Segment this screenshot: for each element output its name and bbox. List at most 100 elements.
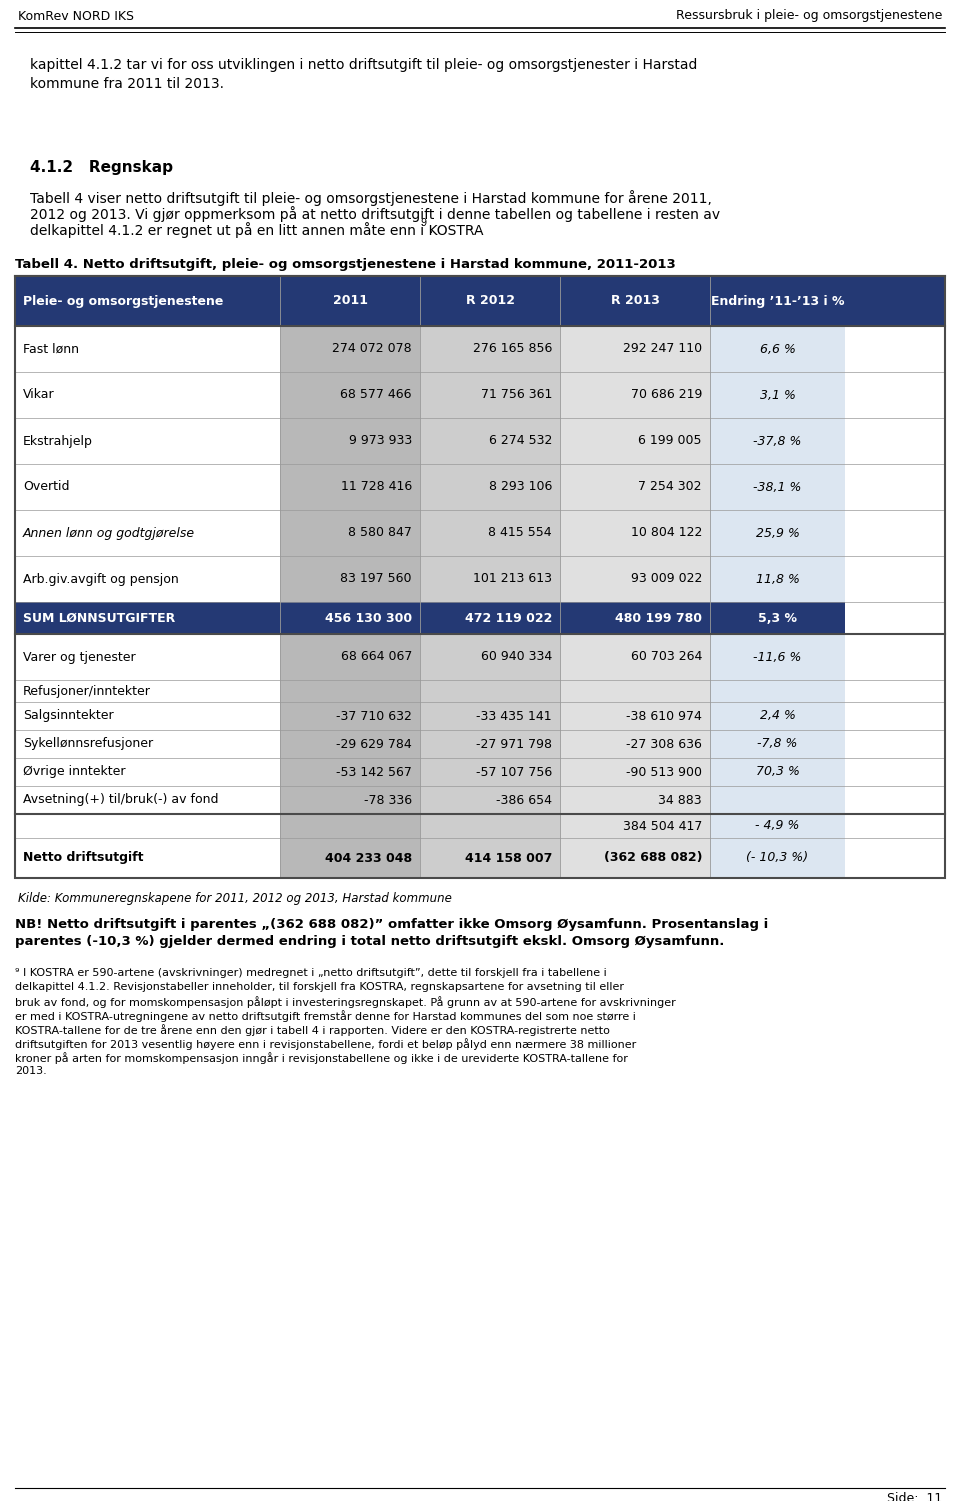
- Text: er med i KOSTRA-utregningene av netto driftsutgift fremstår denne for Harstad ko: er med i KOSTRA-utregningene av netto dr…: [15, 1010, 636, 1022]
- Bar: [280, 729, 420, 758]
- Text: 292 247 110: 292 247 110: [623, 342, 702, 356]
- Bar: [15, 633, 280, 680]
- Text: Endring ’11-’13 i %: Endring ’11-’13 i %: [710, 294, 844, 308]
- Text: -38 610 974: -38 610 974: [626, 710, 702, 722]
- Text: 472 119 022: 472 119 022: [465, 611, 552, 624]
- Text: -27 971 798: -27 971 798: [476, 737, 552, 750]
- Text: -11,6 %: -11,6 %: [754, 650, 802, 663]
- Text: parentes (-10,3 %) gjelder dermed endring i total netto driftsutgift ekskl. Omso: parentes (-10,3 %) gjelder dermed endrin…: [15, 935, 725, 949]
- Bar: [560, 814, 710, 838]
- Text: Vikar: Vikar: [23, 389, 55, 401]
- Bar: [280, 417, 420, 464]
- Bar: [15, 729, 280, 758]
- Bar: [280, 464, 420, 510]
- Text: 3,1 %: 3,1 %: [759, 389, 796, 401]
- Bar: [560, 326, 710, 372]
- Text: R 2013: R 2013: [611, 294, 660, 308]
- Bar: [710, 702, 845, 729]
- Bar: [280, 758, 420, 787]
- Text: NB! Netto driftsutgift i parentes „(362 688 082)” omfatter ikke Omsorg Øysamfunn: NB! Netto driftsutgift i parentes „(362 …: [15, 919, 768, 931]
- Text: -53 142 567: -53 142 567: [336, 766, 412, 779]
- Text: Kilde: Kommuneregnskapene for 2011, 2012 og 2013, Harstad kommune: Kilde: Kommuneregnskapene for 2011, 2012…: [18, 892, 452, 905]
- Text: bruk av fond, og for momskompensasjon påløpt i investeringsregnskapet. På grunn : bruk av fond, og for momskompensasjon på…: [15, 997, 676, 1007]
- Bar: [15, 326, 280, 372]
- Bar: [15, 680, 280, 702]
- Text: 93 009 022: 93 009 022: [631, 572, 702, 585]
- Bar: [280, 680, 420, 702]
- Text: Tabell 4 viser netto driftsutgift til pleie- og omsorgstjenestene i Harstad komm: Tabell 4 viser netto driftsutgift til pl…: [30, 191, 712, 206]
- Text: ⁹ I KOSTRA er 590-artene (avskrivninger) medregnet i „netto driftsutgift”, dette: ⁹ I KOSTRA er 590-artene (avskrivninger)…: [15, 968, 607, 979]
- Bar: [560, 702, 710, 729]
- Bar: [710, 372, 845, 417]
- Text: 70 686 219: 70 686 219: [631, 389, 702, 401]
- Text: 70,3 %: 70,3 %: [756, 766, 800, 779]
- Text: 71 756 361: 71 756 361: [481, 389, 552, 401]
- Text: 2012 og 2013. Vi gjør oppmerksom på at netto driftsutgift i denne tabellen og ta: 2012 og 2013. Vi gjør oppmerksom på at n…: [30, 206, 720, 222]
- Text: (362 688 082): (362 688 082): [604, 851, 702, 865]
- Bar: [280, 602, 420, 633]
- Text: -90 513 900: -90 513 900: [626, 766, 702, 779]
- Text: Tabell 4. Netto driftsutgift, pleie- og omsorgstjenestene i Harstad kommune, 201: Tabell 4. Netto driftsutgift, pleie- og …: [15, 258, 676, 272]
- Text: 68 577 466: 68 577 466: [341, 389, 412, 401]
- Bar: [560, 729, 710, 758]
- Text: 2013.: 2013.: [15, 1066, 47, 1076]
- Text: 101 213 613: 101 213 613: [473, 572, 552, 585]
- Bar: [560, 758, 710, 787]
- Bar: [710, 758, 845, 787]
- Text: -27 308 636: -27 308 636: [626, 737, 702, 750]
- Text: -37 710 632: -37 710 632: [336, 710, 412, 722]
- Bar: [420, 555, 560, 602]
- Bar: [710, 602, 845, 633]
- Text: -37,8 %: -37,8 %: [754, 434, 802, 447]
- Bar: [15, 838, 280, 878]
- Bar: [420, 787, 560, 814]
- Text: 5,3 %: 5,3 %: [758, 611, 797, 624]
- Text: 480 199 780: 480 199 780: [615, 611, 702, 624]
- Bar: [710, 417, 845, 464]
- Text: Fast lønn: Fast lønn: [23, 342, 79, 356]
- Text: Netto driftsutgift: Netto driftsutgift: [23, 851, 143, 865]
- Text: 83 197 560: 83 197 560: [341, 572, 412, 585]
- Bar: [710, 555, 845, 602]
- Text: R 2012: R 2012: [466, 294, 515, 308]
- Text: 6 274 532: 6 274 532: [489, 434, 552, 447]
- Bar: [710, 326, 845, 372]
- Bar: [280, 510, 420, 555]
- Bar: [420, 814, 560, 838]
- Text: 2011: 2011: [332, 294, 368, 308]
- Text: (- 10,3 %): (- 10,3 %): [747, 851, 808, 865]
- Bar: [560, 372, 710, 417]
- Text: -38,1 %: -38,1 %: [754, 480, 802, 494]
- Bar: [15, 276, 945, 326]
- Bar: [15, 555, 280, 602]
- Text: 60 940 334: 60 940 334: [481, 650, 552, 663]
- Bar: [15, 417, 280, 464]
- Text: -33 435 141: -33 435 141: [476, 710, 552, 722]
- Bar: [710, 633, 845, 680]
- Bar: [280, 702, 420, 729]
- Text: kroner på arten for momskompensasjon inngår i revisjonstabellene og ikke i de ur: kroner på arten for momskompensasjon inn…: [15, 1052, 628, 1064]
- Bar: [420, 372, 560, 417]
- Text: Refusjoner/inntekter: Refusjoner/inntekter: [23, 684, 151, 698]
- Text: Overtid: Overtid: [23, 480, 69, 494]
- Text: delkapittel 4.1.2 er regnet ut på en litt annen måte enn i KOSTRA: delkapittel 4.1.2 er regnet ut på en lit…: [30, 222, 488, 239]
- Bar: [280, 555, 420, 602]
- Text: 10 804 122: 10 804 122: [631, 527, 702, 539]
- Bar: [420, 758, 560, 787]
- Text: 6 199 005: 6 199 005: [638, 434, 702, 447]
- Bar: [420, 510, 560, 555]
- Text: -57 107 756: -57 107 756: [476, 766, 552, 779]
- Text: -78 336: -78 336: [364, 794, 412, 806]
- Text: Ressursbruk i pleie- og omsorgstjenestene: Ressursbruk i pleie- og omsorgstjenesten…: [676, 9, 942, 23]
- Text: - 4,9 %: - 4,9 %: [756, 820, 800, 833]
- Text: 456 130 300: 456 130 300: [324, 611, 412, 624]
- Bar: [420, 838, 560, 878]
- Bar: [15, 702, 280, 729]
- Text: 11 728 416: 11 728 416: [341, 480, 412, 494]
- Text: -7,8 %: -7,8 %: [757, 737, 798, 750]
- Bar: [710, 464, 845, 510]
- Text: 60 703 264: 60 703 264: [631, 650, 702, 663]
- Bar: [710, 729, 845, 758]
- Text: 276 165 856: 276 165 856: [472, 342, 552, 356]
- Bar: [280, 372, 420, 417]
